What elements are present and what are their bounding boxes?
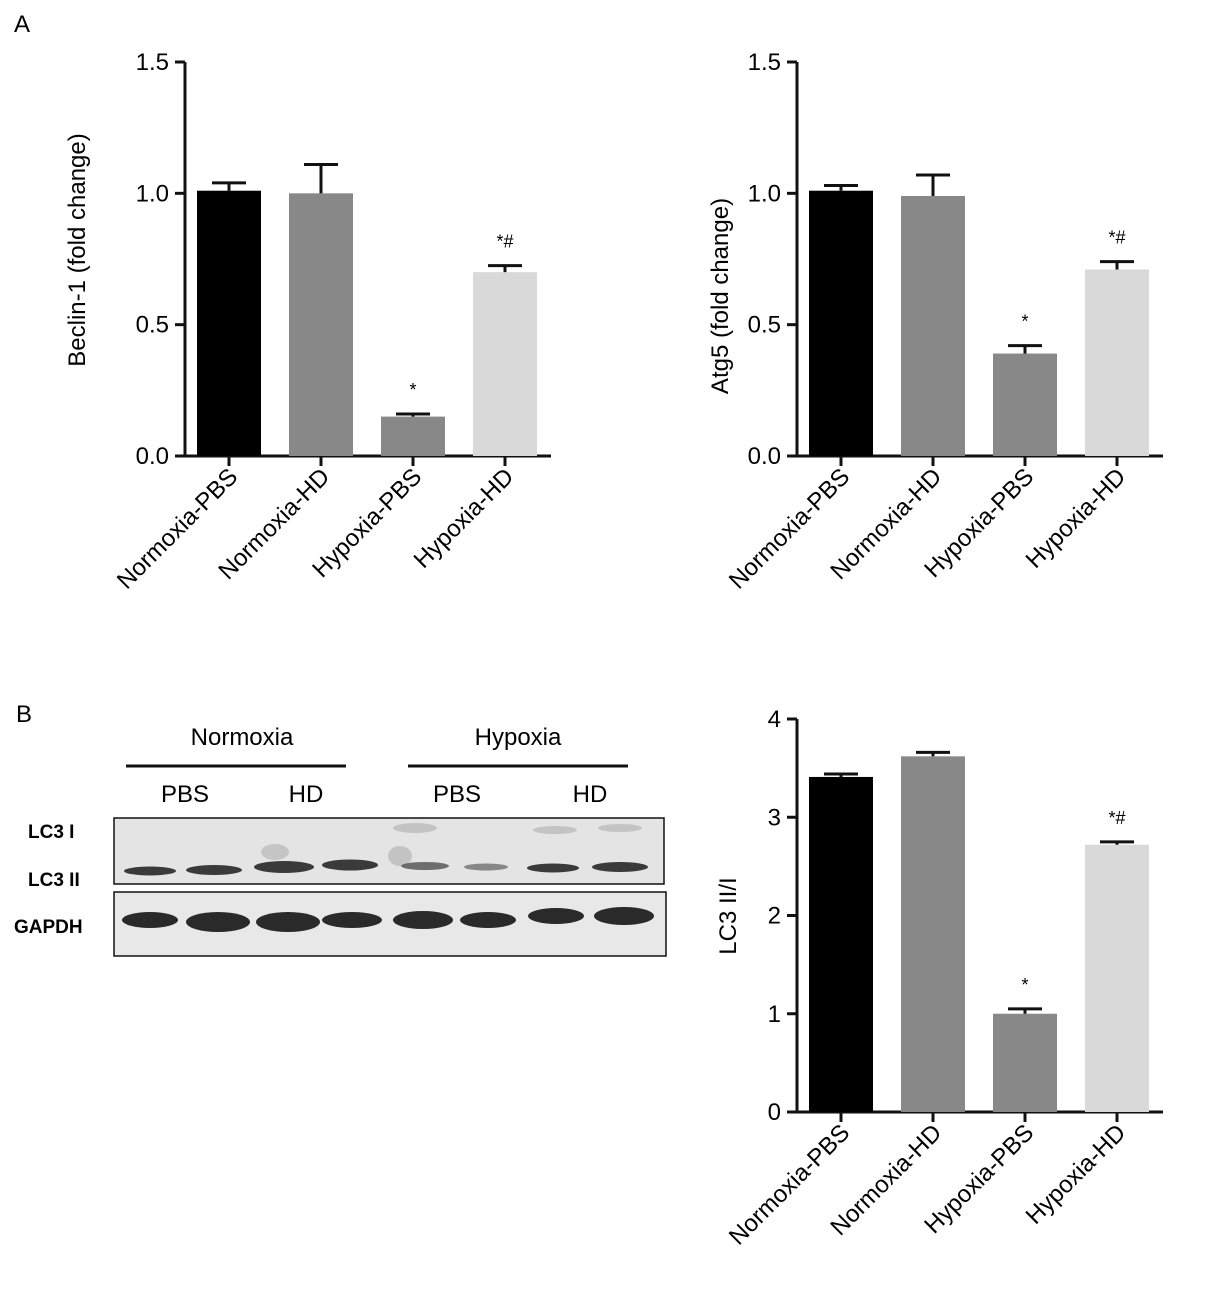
y-tick-label: 0.0 bbox=[136, 443, 169, 470]
lc3-ii-band bbox=[322, 859, 378, 871]
western-blot-panel: Normoxia Hypoxia PBS HD PBS HD LC3 I LC3… bbox=[14, 724, 667, 957]
bar bbox=[1085, 844, 1149, 1112]
y-tick-label: 2 bbox=[768, 903, 781, 930]
bar bbox=[809, 190, 873, 456]
bar bbox=[993, 1013, 1057, 1112]
y-axis-title: LC3 II/I bbox=[715, 877, 742, 954]
bar bbox=[289, 193, 353, 457]
y-tick-label: 1.5 bbox=[136, 49, 169, 76]
lc3-i-band bbox=[598, 824, 642, 832]
bar bbox=[901, 756, 965, 1112]
y-tick-label: 4 bbox=[768, 706, 781, 733]
bar bbox=[809, 776, 873, 1112]
y-axis-title: Atg5 (fold change) bbox=[707, 198, 734, 394]
lc3-i-band bbox=[533, 826, 577, 834]
x-tick-label: Hypoxia-HD bbox=[409, 463, 520, 574]
gapdh-band bbox=[460, 912, 516, 928]
y-tick-label: 3 bbox=[768, 804, 781, 831]
bar bbox=[381, 416, 445, 456]
significance-label: * bbox=[1021, 312, 1028, 332]
y-tick-label: 1 bbox=[768, 1001, 781, 1028]
x-tick-label: Hypoxia-HD bbox=[1021, 1119, 1132, 1230]
y-tick-label: 0.5 bbox=[136, 312, 169, 339]
y-tick-label: 1.0 bbox=[748, 180, 781, 207]
bar bbox=[197, 190, 261, 456]
lc3-ii-bands bbox=[124, 859, 648, 876]
gapdh-band bbox=[256, 912, 320, 932]
blot-row-label-lc3-i: LC3 I bbox=[28, 822, 74, 843]
blot-lane-label-1: PBS bbox=[161, 781, 209, 808]
bar bbox=[473, 272, 537, 456]
significance-label: * bbox=[1021, 975, 1028, 995]
gapdh-band bbox=[322, 912, 382, 928]
bar bbox=[1085, 269, 1149, 456]
lc3-ii-band bbox=[464, 863, 508, 871]
blot-group-normoxia: Normoxia bbox=[191, 724, 294, 751]
lc3-ii-band bbox=[254, 861, 314, 873]
significance-label: *# bbox=[496, 232, 513, 252]
y-tick-label: 0.0 bbox=[748, 443, 781, 470]
blot-row-label-lc3-ii: LC3 II bbox=[28, 870, 80, 891]
blot-group-hypoxia: Hypoxia bbox=[475, 724, 562, 751]
lc3-i-bands bbox=[261, 823, 642, 866]
gapdh-band bbox=[122, 912, 178, 928]
lc3-ii-band bbox=[186, 865, 242, 875]
lc3-blot-membrane bbox=[113, 817, 665, 885]
significance-label: *# bbox=[1108, 228, 1125, 248]
y-tick-label: 0 bbox=[768, 1099, 781, 1126]
lc3-i-band bbox=[393, 823, 437, 833]
bar bbox=[993, 353, 1057, 456]
gapdh-band bbox=[186, 912, 250, 932]
blot-lane-label-3: PBS bbox=[433, 781, 481, 808]
gapdh-band bbox=[528, 908, 584, 924]
y-tick-label: 0.5 bbox=[748, 312, 781, 339]
panel-label-a: A bbox=[14, 11, 30, 38]
significance-label: * bbox=[409, 380, 416, 400]
significance-label: *# bbox=[1108, 808, 1125, 828]
lc3-i-band bbox=[261, 844, 289, 860]
lc3-ii-band bbox=[527, 863, 579, 873]
lc3-ii-band bbox=[124, 866, 176, 876]
blot-lane-label-2: HD bbox=[289, 781, 324, 808]
y-tick-label: 1.5 bbox=[748, 49, 781, 76]
y-tick-label: 1.0 bbox=[136, 180, 169, 207]
blot-row-label-gapdh: GAPDH bbox=[14, 917, 83, 938]
bar bbox=[901, 195, 965, 456]
y-axis-title: Beclin-1 (fold change) bbox=[64, 133, 91, 366]
blot-lane-label-4: HD bbox=[573, 781, 608, 808]
gapdh-band bbox=[393, 911, 453, 929]
gapdh-bands bbox=[122, 907, 654, 932]
lc3-ii-band bbox=[401, 862, 449, 870]
lc3-ii-band bbox=[592, 862, 648, 872]
x-tick-label: Hypoxia-HD bbox=[1021, 463, 1132, 574]
lc3-i-band bbox=[388, 846, 412, 866]
panel-label-b: B bbox=[16, 701, 32, 728]
gapdh-band bbox=[594, 907, 654, 925]
